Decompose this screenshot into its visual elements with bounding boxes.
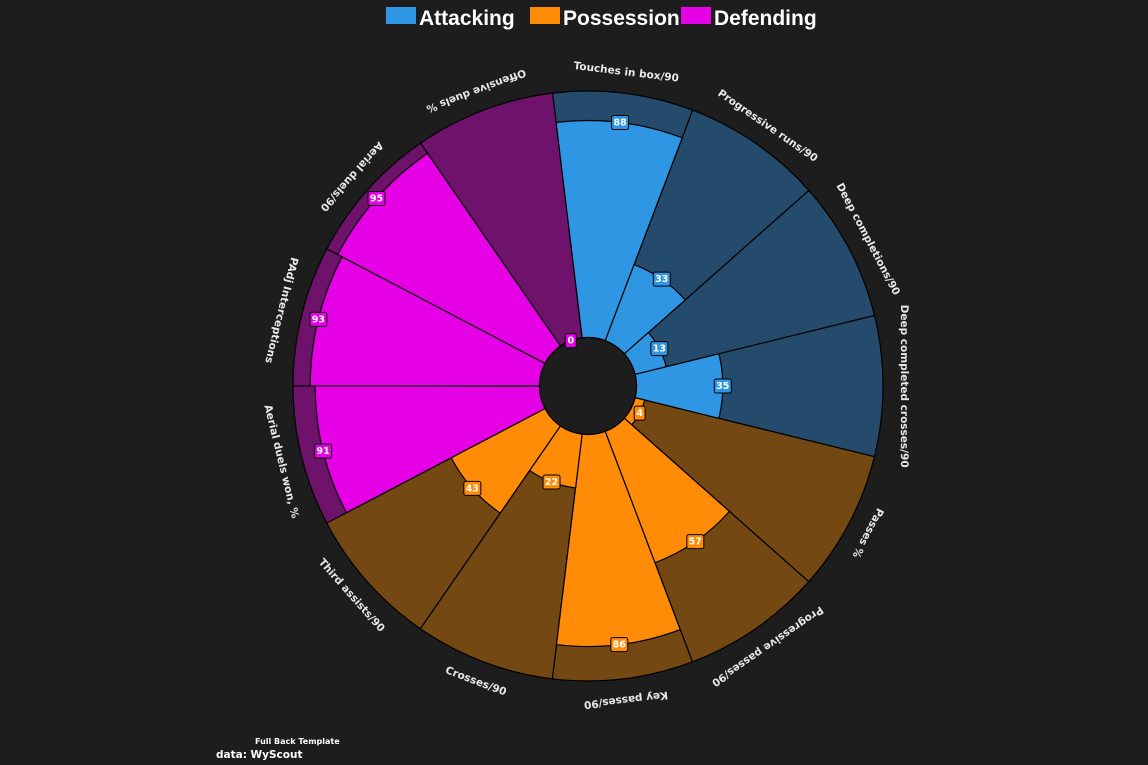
value-text: 22 <box>545 477 558 488</box>
legend-item-possession: Possession <box>530 7 680 30</box>
legend-item-attacking: Attacking <box>386 7 515 30</box>
value-text: 93 <box>312 314 325 325</box>
template-name: Full Back Template <box>255 737 340 746</box>
value-label-touches-in-box-90: 88 <box>611 115 630 131</box>
value-text: 33 <box>655 274 668 285</box>
value-box <box>713 378 732 394</box>
center-hole <box>538 336 638 436</box>
value-box <box>463 480 482 496</box>
value-label-aerial-duels-won: 91 <box>314 443 333 459</box>
value-label-key-passes-90: 86 <box>610 637 629 653</box>
legend-label: Possession <box>563 7 680 30</box>
legend-label: Defending <box>714 7 817 30</box>
param-label-crosses-90: Crosses/90 <box>444 664 508 698</box>
value-box <box>564 333 577 349</box>
param-label-padj-interceptions: PAdj Interceptions <box>262 256 300 364</box>
value-box <box>650 341 669 357</box>
value-label-deep-completed-crosses-90: 35 <box>713 378 732 394</box>
param-label-passes: Passes % <box>850 506 886 560</box>
value-box <box>610 637 629 653</box>
value-text: 4 <box>636 408 643 419</box>
value-slices <box>309 120 731 648</box>
legend-label: Attacking <box>419 7 515 30</box>
value-text: 91 <box>316 446 329 457</box>
value-box <box>367 190 386 206</box>
legend-swatch <box>681 7 711 24</box>
value-label-aerial-duels-90: 95 <box>367 190 386 206</box>
param-label-key-passes-90: Key passes/90 <box>583 689 668 711</box>
value-box <box>542 474 561 490</box>
chart-legend: Attacking Possession Defending <box>386 7 817 30</box>
value-text: 35 <box>716 381 729 392</box>
value-label-third-assists-90: 43 <box>463 480 482 496</box>
value-text: 13 <box>653 344 666 355</box>
value-label-crosses-90: 22 <box>542 474 561 490</box>
value-label-progressive-runs-90: 33 <box>652 271 671 287</box>
legend-item-defending: Defending <box>681 7 817 30</box>
value-text: 86 <box>613 640 627 651</box>
legend-swatch <box>530 7 560 24</box>
value-label-progressive-passes-90: 57 <box>686 534 705 550</box>
value-text: 88 <box>613 118 627 129</box>
data-source: data: WyScout <box>216 749 302 761</box>
value-label-offensive-duels: 0 <box>564 333 577 349</box>
param-label-deep-completed-crosses-90: Deep completed crosses/90 <box>898 305 910 468</box>
value-label-passes: 4 <box>633 405 646 421</box>
value-box <box>309 311 328 327</box>
value-box <box>686 534 705 550</box>
value-label-padj-interceptions: 93 <box>309 311 328 327</box>
value-box <box>611 115 630 131</box>
value-box <box>652 271 671 287</box>
value-labels: 88 33 13 35 4 57 86 22 43 91 93 95 0 <box>309 115 732 653</box>
value-text: 57 <box>689 537 702 548</box>
param-label-touches-in-box-90: Touches in box/90 <box>573 60 680 85</box>
value-text: 43 <box>466 483 479 494</box>
value-label-deep-completions-90: 13 <box>650 341 669 357</box>
value-box <box>633 405 646 421</box>
value-box <box>314 443 333 459</box>
value-text: 95 <box>370 193 383 204</box>
legend-swatch <box>386 7 416 24</box>
value-text: 0 <box>568 336 575 347</box>
